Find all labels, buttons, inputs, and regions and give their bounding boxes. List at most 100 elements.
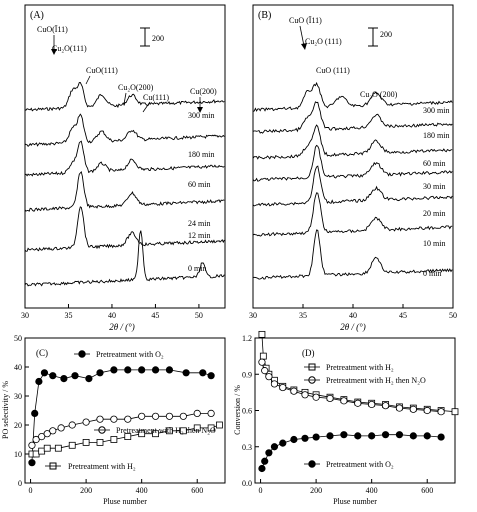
data-point (32, 450, 40, 458)
data-point (258, 464, 266, 473)
y-tick-label: 30 (14, 392, 22, 401)
x-tick-label: 40 (108, 311, 116, 320)
data-point (216, 421, 223, 429)
data-point (166, 427, 173, 435)
data-point (71, 372, 79, 380)
panel-c-legend: Pretreatment with O₂ Pretreatment with H… (45, 350, 216, 471)
data-point (340, 431, 348, 439)
panel-d-legend: Pretreatment with H₂ Pretreatment with H… (304, 363, 426, 469)
x-tick-label: 40 (349, 311, 357, 320)
data-point (28, 441, 36, 449)
data-point (43, 430, 51, 438)
data-point (312, 433, 320, 441)
panel-c-frame (24, 337, 226, 484)
data-point (138, 366, 146, 374)
panel-b-x-ticks: 30 35 40 45 50 (249, 304, 457, 320)
xrd-series-label: 10 min (423, 239, 445, 248)
data-point (368, 432, 376, 440)
panel-c-x-axis-title: Pluse number (103, 497, 147, 506)
x-tick-label: 45 (151, 311, 159, 320)
data-point (437, 408, 445, 416)
y-tick-label: 50 (14, 334, 22, 343)
x-tick-label: 35 (299, 311, 307, 320)
y-tick-label: 0.6 (242, 407, 252, 416)
data-point (207, 372, 215, 380)
data-point (60, 374, 68, 383)
xrd-series-label: 60 min (423, 159, 445, 168)
data-point (368, 400, 376, 409)
legend-c-h2: Pretreatment with H₂ (68, 462, 136, 471)
legend-c-h2-n2o: Pretreatment with H₂ then N₂O (116, 426, 216, 435)
panel-c-series (28, 366, 223, 467)
panel-a-x-ticks: 30 35 40 45 50 (21, 304, 203, 320)
data-point (199, 369, 207, 377)
xrd-curve-20-min (252, 165, 453, 207)
legend-d-h2: Pretreatment with H₂ (326, 363, 394, 372)
data-point (40, 369, 49, 377)
annot-a-cuo-111: CuO(111) (86, 66, 118, 75)
data-point (96, 415, 104, 423)
legend-c-o2: Pretreatment with O₂ (96, 350, 164, 359)
x-tick-label: 30 (21, 311, 29, 320)
xrd-curve-60-min (24, 140, 225, 177)
data-point (124, 433, 132, 441)
y-tick-label: 0 (18, 479, 22, 488)
y-tick-label: 1.2 (242, 334, 252, 343)
data-point (49, 427, 57, 435)
data-point (258, 330, 266, 338)
data-point (265, 373, 273, 381)
panel-d-y-ticks: 0.0 0.3 0.6 0.9 1.2 (242, 334, 259, 488)
panel-b-x-axis-title: 2θ / (°) (340, 322, 366, 332)
data-point (82, 438, 90, 446)
data-point (270, 380, 279, 388)
y-tick-label: 10 (14, 450, 22, 459)
panel-b-series-labels: 300 min 180 min 60 min 30 min 20 min 10 min 0 … (423, 106, 449, 278)
y-tick-label: 20 (14, 421, 22, 430)
data-point (381, 402, 390, 410)
data-point (423, 406, 431, 415)
panel-c: (C) 0 10 20 30 40 50 0 200 400 600 PO selectivit… (1, 334, 226, 506)
data-point (31, 409, 39, 417)
xrd-curve-300-min (24, 82, 225, 112)
data-point (151, 366, 160, 374)
data-point (85, 374, 93, 383)
data-point (207, 409, 215, 417)
panel-d-label: (D) (302, 348, 315, 358)
data-point (28, 459, 36, 467)
data-point (179, 427, 187, 435)
data-point (110, 366, 118, 374)
data-point (381, 431, 390, 439)
xrd-curve-0-min (252, 229, 453, 280)
data-point (340, 397, 348, 405)
data-point (38, 447, 46, 455)
data-point (193, 424, 201, 432)
panel-b-scale-label: 200 (380, 30, 392, 39)
data-point (138, 412, 146, 420)
data-point (290, 435, 298, 444)
data-point (57, 424, 65, 432)
data-point (82, 418, 90, 426)
data-point (68, 441, 76, 449)
data-point (179, 412, 187, 420)
data-point (165, 412, 174, 420)
data-point (354, 399, 362, 407)
panel-c-y-ticks: 0 10 20 30 40 50 (14, 334, 29, 488)
xrd-curve-30-min (252, 144, 453, 182)
xrd-series-label: 0 min (188, 264, 206, 273)
annot-a-cu2o-111: Cu₂O(111) (52, 44, 87, 53)
xrd-series-label: 300 min (423, 106, 449, 115)
xrd-series-label: 0 min (423, 269, 441, 278)
data-point (326, 394, 334, 403)
xrd-series-label: 300 min (188, 111, 214, 120)
panel-b-scale-bar: 200 (368, 27, 392, 47)
data-point (96, 369, 104, 377)
data-point (32, 435, 40, 444)
data-point (259, 352, 267, 360)
panel-c-x-ticks: 0 200 400 600 (29, 479, 203, 495)
annot-b-cu2o-111: Cu₂O (111) (305, 37, 342, 46)
data-point (261, 457, 269, 465)
y-tick-label: 0.9 (242, 370, 252, 379)
